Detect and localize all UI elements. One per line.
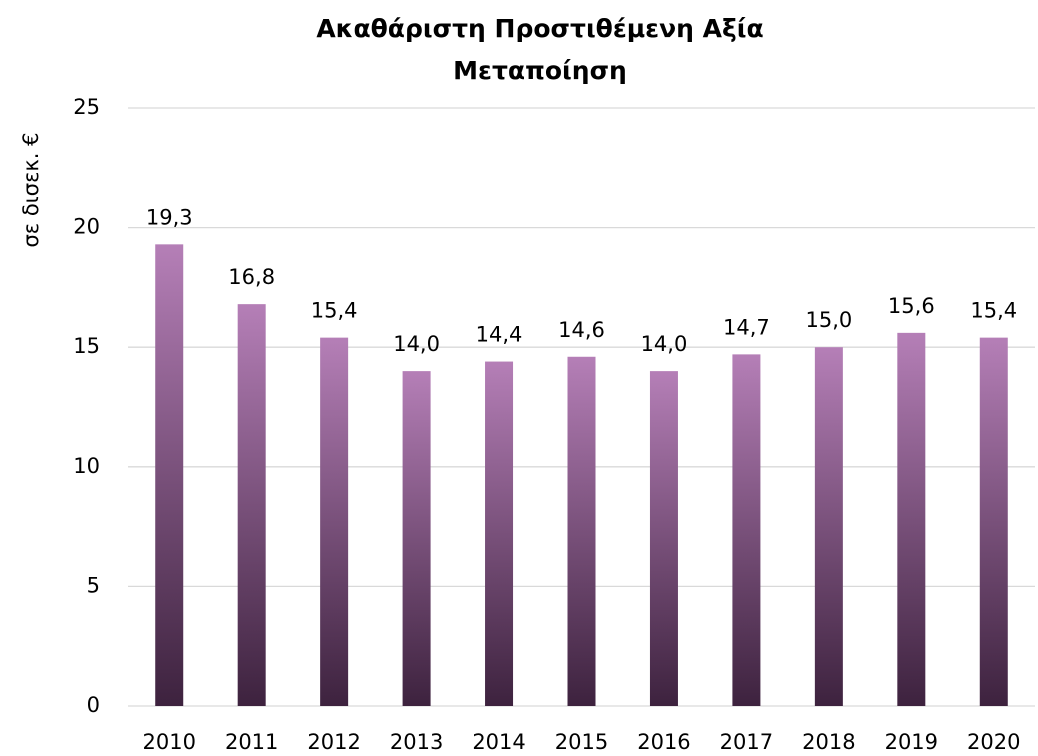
value-label: 15,4 — [970, 299, 1017, 323]
bar — [814, 347, 843, 706]
bar — [402, 371, 431, 706]
value-label: 15,0 — [805, 308, 852, 332]
value-label: 14,0 — [641, 332, 688, 356]
bar — [237, 304, 266, 706]
x-tick-label: 2020 — [967, 730, 1020, 754]
x-tick-label: 2015 — [555, 730, 608, 754]
x-tick-label: 2018 — [802, 730, 855, 754]
bar — [485, 361, 514, 706]
value-label: 14,6 — [558, 318, 605, 342]
bar — [649, 371, 678, 706]
x-tick-label: 2010 — [143, 730, 196, 754]
value-label: 15,4 — [311, 299, 358, 323]
bar — [320, 337, 349, 706]
y-tick-label: 20 — [73, 215, 100, 239]
x-tick-label: 2017 — [720, 730, 773, 754]
x-tick-label: 2016 — [637, 730, 690, 754]
value-label: 16,8 — [228, 265, 275, 289]
chart-subtitle: Μεταποίηση — [453, 56, 627, 85]
x-tick-label: 2019 — [885, 730, 938, 754]
y-tick-label: 10 — [73, 454, 100, 478]
bar — [732, 354, 761, 706]
y-tick-label: 5 — [87, 573, 100, 597]
y-tick-label: 0 — [87, 693, 100, 717]
chart-title: Ακαθάριστη Προστιθέμενη Αξία — [316, 14, 763, 43]
value-label: 19,3 — [146, 205, 193, 229]
bar — [567, 356, 596, 706]
value-label: 15,6 — [888, 294, 935, 318]
x-tick-label: 2011 — [225, 730, 278, 754]
x-tick-label: 2013 — [390, 730, 443, 754]
value-label: 14,0 — [393, 332, 440, 356]
y-axis-title: σε δισεκ. € — [19, 132, 43, 247]
x-tick-label: 2012 — [307, 730, 360, 754]
value-label: 14,7 — [723, 315, 770, 339]
bar — [897, 332, 926, 706]
y-tick-label: 25 — [73, 95, 100, 119]
x-tick-label: 2014 — [472, 730, 525, 754]
bar — [979, 337, 1008, 706]
bar — [155, 244, 184, 706]
value-label: 14,4 — [476, 323, 523, 347]
y-tick-label: 15 — [73, 334, 100, 358]
